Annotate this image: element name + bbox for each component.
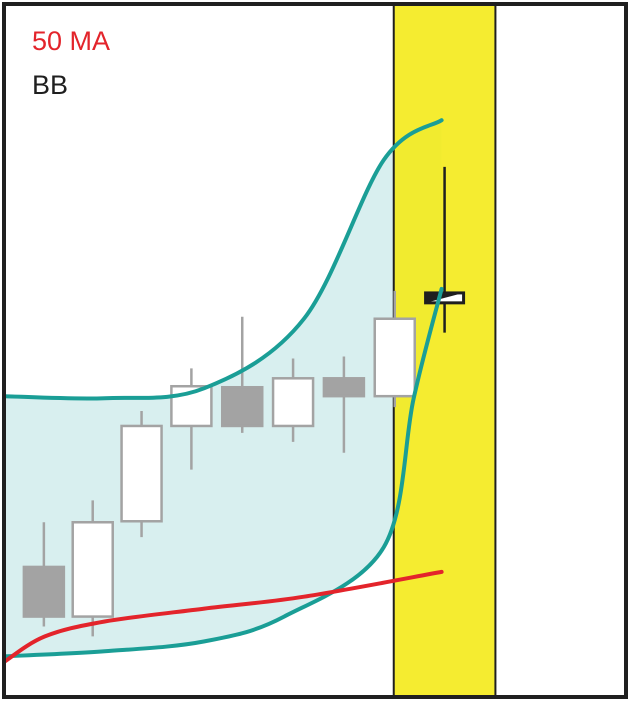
candle-body <box>120 424 163 523</box>
legend-50-ma: 50 MA <box>32 26 111 56</box>
candle-9 <box>424 166 466 333</box>
bb-upper-line <box>3 118 444 401</box>
candle-6 <box>271 358 315 442</box>
candle-body <box>271 377 315 428</box>
ma-50-line <box>3 569 444 664</box>
bb-lower-line <box>3 286 444 659</box>
legend-bb: BB <box>32 70 69 100</box>
candle-3 <box>120 411 163 538</box>
candle-8 <box>373 290 416 408</box>
candle-body <box>373 317 416 398</box>
candle-5 <box>220 316 264 433</box>
candle-2 <box>71 500 114 637</box>
candle-body <box>170 384 213 428</box>
candle-1 <box>22 522 66 627</box>
candle-body <box>22 565 66 618</box>
candle-body-half <box>425 292 464 303</box>
candle-4 <box>170 368 213 470</box>
candle-body <box>220 385 264 428</box>
candle-body <box>71 521 114 618</box>
candle-7 <box>322 356 366 453</box>
candle-body <box>322 377 366 398</box>
